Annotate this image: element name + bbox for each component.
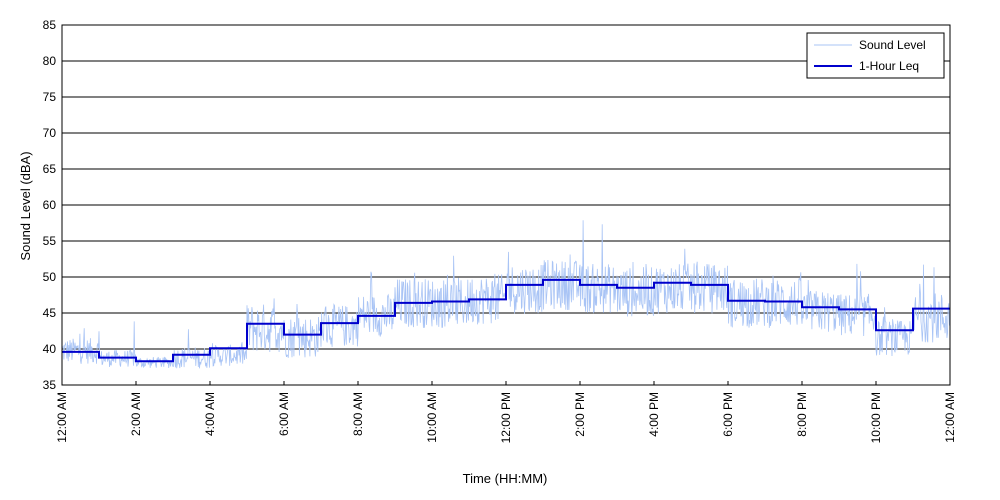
- y-axis-label: Sound Level (dBA): [18, 151, 33, 260]
- x-tick-label: 6:00 AM: [277, 392, 291, 436]
- x-tick-label: 10:00 PM: [869, 392, 883, 443]
- y-tick-label: 80: [43, 54, 57, 68]
- legend: Sound Level 1-Hour Leq: [806, 32, 945, 79]
- legend-box: [806, 32, 945, 79]
- y-tick-label: 65: [43, 162, 57, 176]
- series-1-hour-leq: [62, 278, 950, 363]
- legend-sound-level-label: Sound Level: [859, 38, 926, 52]
- legend-leq-label: 1-Hour Leq: [859, 59, 919, 73]
- y-axis-ticks: 35 40 45 50 55 60 65 70 75 80 85: [43, 18, 57, 392]
- x-tick-label: 2:00 PM: [573, 392, 587, 437]
- x-axis-ticks: 12:00 AM 2:00 AM 4:00 AM 6:00 AM 8:00 AM 10:0…: [55, 381, 957, 443]
- grid-lines: [62, 60, 950, 350]
- y-tick-label: 75: [43, 90, 57, 104]
- x-tick-label: 8:00 AM: [351, 392, 365, 436]
- x-tick-label: 8:00 PM: [795, 392, 809, 437]
- x-tick-label: 10:00 AM: [425, 392, 439, 443]
- y-tick-label: 55: [43, 234, 57, 248]
- x-tick-label: 12:00 AM: [943, 392, 957, 443]
- x-tick-label: 12:00 PM: [499, 392, 513, 443]
- y-tick-label: 60: [43, 198, 57, 212]
- y-tick-label: 50: [43, 270, 57, 284]
- x-axis-label: Time (HH:MM): [463, 471, 548, 486]
- y-tick-label: 45: [43, 306, 57, 320]
- y-tick-label: 70: [43, 126, 57, 140]
- x-tick-label: 4:00 AM: [203, 392, 217, 436]
- x-tick-label: 2:00 AM: [129, 392, 143, 436]
- y-tick-label: 40: [43, 342, 57, 356]
- x-tick-label: 6:00 PM: [721, 392, 735, 437]
- y-tick-label: 85: [43, 18, 57, 32]
- x-tick-label: 4:00 PM: [647, 392, 661, 437]
- leq-step-line: [62, 278, 950, 363]
- y-tick-label: 35: [43, 378, 57, 392]
- x-tick-label: 12:00 AM: [55, 392, 69, 443]
